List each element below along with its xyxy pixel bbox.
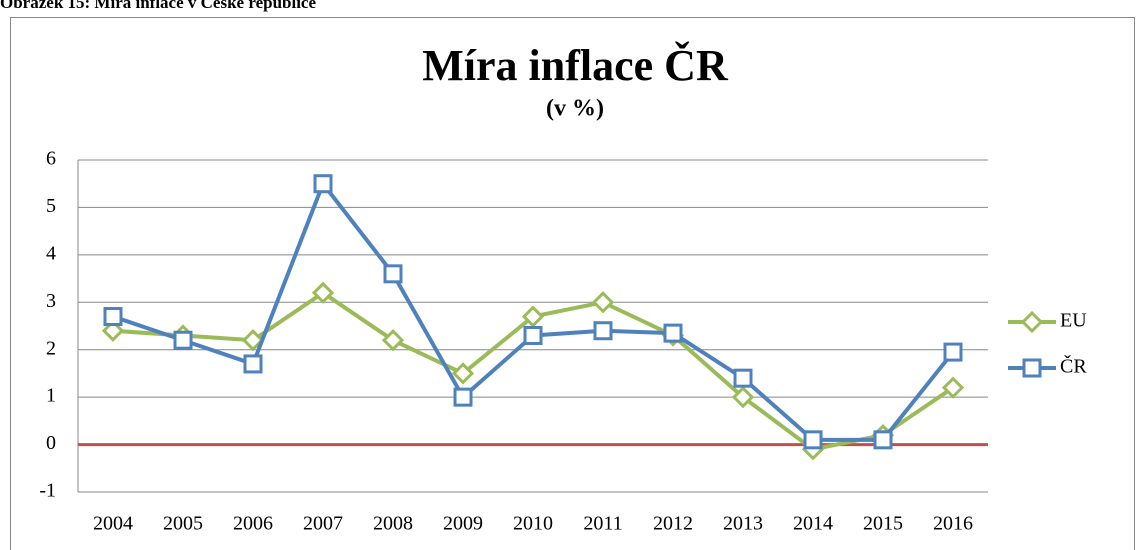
- marker: [313, 174, 333, 194]
- marker: [243, 354, 263, 374]
- marker: [451, 362, 475, 385]
- y-tick-label: -1: [39, 480, 56, 502]
- x-tick-label: 2010: [513, 513, 553, 535]
- x-tick-label: 2004: [93, 513, 133, 535]
- legend-label: ČR: [1060, 354, 1087, 378]
- x-tick-label: 2013: [723, 513, 763, 535]
- marker: [383, 264, 403, 284]
- marker: [103, 307, 123, 327]
- marker: [453, 387, 473, 407]
- marker: [873, 430, 893, 450]
- y-tick-label: 6: [46, 148, 56, 170]
- marker: [941, 376, 965, 399]
- marker: [593, 321, 613, 341]
- x-tick-label: 2007: [303, 513, 343, 535]
- marker: [731, 386, 755, 409]
- x-tick-label: 2012: [653, 513, 693, 535]
- x-tick-label: 2011: [583, 513, 622, 535]
- marker: [591, 291, 615, 314]
- x-tick-label: 2009: [443, 513, 483, 535]
- x-tick-label: 2005: [163, 513, 203, 535]
- marker: [1022, 358, 1042, 378]
- marker: [173, 330, 193, 350]
- caption: Obrázek 15: Míra inflace v České republi…: [0, 0, 316, 12]
- y-tick-label: 3: [46, 290, 56, 312]
- marker: [803, 430, 823, 450]
- y-tick-label: 2: [46, 337, 56, 359]
- marker: [523, 325, 543, 345]
- marker: [311, 281, 335, 304]
- x-tick-label: 2008: [373, 513, 413, 535]
- y-tick-label: 1: [46, 385, 56, 407]
- marker: [101, 319, 125, 342]
- marker: [241, 329, 265, 352]
- y-tick-label: 0: [46, 432, 56, 454]
- x-tick-label: 2015: [863, 513, 903, 535]
- x-tick-label: 2014: [793, 513, 833, 535]
- marker: [733, 368, 753, 388]
- marker: [381, 329, 405, 352]
- marker: [521, 305, 545, 328]
- chart-subtitle: (v %): [546, 96, 604, 122]
- y-tick-label: 5: [46, 195, 56, 217]
- marker: [663, 323, 683, 343]
- y-tick-label: 4: [46, 242, 56, 264]
- x-tick-label: 2006: [233, 513, 273, 535]
- legend-label: EU: [1060, 310, 1087, 332]
- x-tick-label: 2016: [933, 513, 973, 535]
- chart-frame: [10, 17, 1135, 550]
- marker: [1020, 310, 1044, 334]
- chart-title: Míra inflace ČR: [422, 41, 729, 90]
- marker: [943, 342, 963, 362]
